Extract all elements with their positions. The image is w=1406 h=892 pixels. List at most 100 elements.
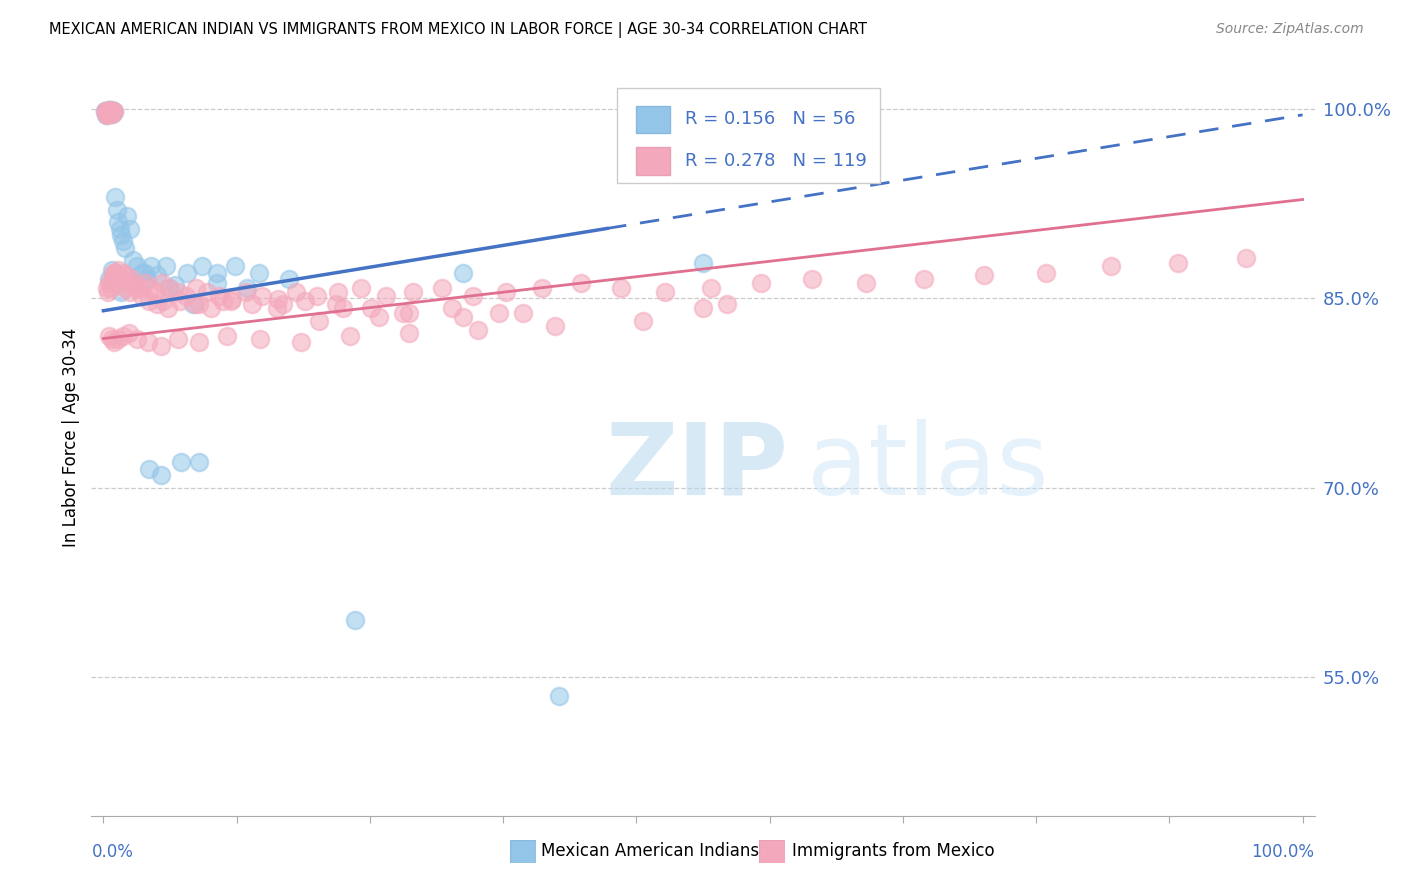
Point: [96, 108, 118, 122]
Point: [100, 104, 122, 119]
Point: [467, 323, 489, 337]
Point: [207, 288, 229, 302]
Point: [134, 266, 156, 280]
Point: [96, 105, 118, 120]
Point: [236, 281, 259, 295]
Point: [122, 276, 145, 290]
Text: ZIP: ZIP: [605, 419, 787, 516]
Point: [98, 329, 121, 343]
Text: atlas: atlas: [807, 419, 1049, 516]
Point: [183, 297, 205, 311]
Point: [215, 329, 238, 343]
Point: [855, 276, 877, 290]
Point: [104, 268, 127, 283]
Point: [973, 268, 995, 283]
Point: [375, 288, 398, 302]
Point: [1035, 266, 1057, 280]
Point: [101, 332, 124, 346]
Point: [114, 268, 136, 283]
Point: [631, 314, 654, 328]
Point: [692, 256, 714, 270]
Point: [692, 301, 714, 316]
Point: [267, 293, 290, 307]
Point: [294, 293, 316, 308]
Text: R = 0.278   N = 119: R = 0.278 N = 119: [685, 153, 866, 170]
Point: [146, 268, 169, 283]
Point: [451, 266, 474, 280]
Point: [104, 266, 127, 280]
Point: [98, 103, 121, 117]
Point: [1234, 251, 1257, 265]
Point: [247, 266, 270, 280]
Point: [105, 268, 128, 283]
Point: [531, 281, 554, 295]
Point: [93, 104, 115, 119]
Point: [97, 104, 120, 119]
Point: [308, 314, 330, 328]
Point: [129, 281, 152, 295]
Point: [157, 281, 180, 295]
Point: [339, 329, 361, 343]
Point: [392, 306, 415, 320]
Point: [108, 272, 131, 286]
Text: Mexican American Indians: Mexican American Indians: [541, 842, 759, 860]
Text: Source: ZipAtlas.com: Source: ZipAtlas.com: [1216, 22, 1364, 37]
Point: [98, 103, 121, 117]
Point: [118, 221, 141, 235]
Point: [110, 285, 132, 299]
Point: [801, 272, 824, 286]
Point: [174, 288, 197, 302]
FancyBboxPatch shape: [617, 88, 880, 183]
Point: [100, 105, 122, 120]
Point: [1167, 256, 1189, 270]
Point: [250, 288, 273, 302]
Point: [451, 310, 474, 324]
Point: [328, 285, 350, 299]
Point: [207, 266, 229, 280]
Point: [149, 468, 172, 483]
Point: [101, 104, 124, 119]
Point: [249, 332, 271, 346]
Point: [325, 297, 347, 311]
Point: [512, 306, 534, 320]
Point: [118, 285, 141, 299]
Point: [131, 266, 153, 280]
Point: [145, 285, 167, 299]
Point: [368, 310, 391, 324]
Point: [101, 106, 124, 120]
Point: [103, 105, 125, 120]
Point: [98, 104, 121, 119]
Point: [749, 276, 772, 290]
Point: [98, 276, 121, 290]
Point: [101, 272, 124, 286]
Point: [121, 272, 143, 286]
Point: [125, 260, 148, 274]
Point: [188, 335, 211, 350]
Point: [138, 461, 160, 475]
Point: [190, 260, 212, 274]
Point: [157, 301, 180, 316]
Point: [125, 332, 148, 346]
Point: [101, 266, 124, 280]
Point: [219, 293, 242, 308]
Point: [97, 106, 120, 120]
Point: [111, 329, 134, 343]
Point: [176, 266, 198, 280]
Point: [97, 104, 120, 119]
Point: [166, 285, 188, 299]
Point: [207, 276, 229, 290]
Point: [184, 281, 207, 295]
Point: [716, 297, 738, 311]
Point: [100, 105, 122, 120]
Point: [544, 318, 567, 333]
Point: [398, 326, 420, 341]
Point: [170, 455, 193, 469]
Point: [98, 272, 121, 286]
Point: [155, 260, 177, 274]
Point: [100, 281, 122, 295]
Point: [101, 104, 124, 119]
Point: [111, 266, 134, 280]
Point: [461, 288, 484, 302]
Point: [654, 285, 676, 299]
Point: [131, 288, 153, 302]
